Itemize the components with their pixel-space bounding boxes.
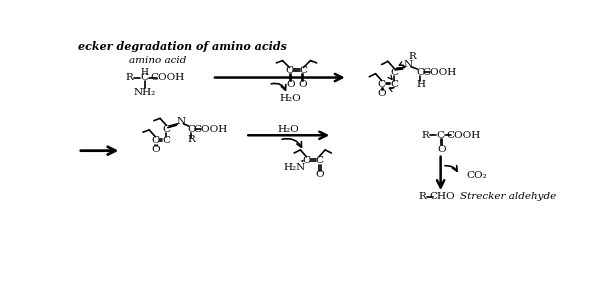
Text: H: H bbox=[141, 68, 148, 76]
Text: ecker degradation of amino acids: ecker degradation of amino acids bbox=[78, 41, 287, 52]
Text: Strecker aldehyde: Strecker aldehyde bbox=[460, 192, 556, 201]
Text: C: C bbox=[163, 125, 170, 134]
Text: C: C bbox=[152, 136, 159, 145]
Text: O: O bbox=[315, 170, 324, 179]
Text: O: O bbox=[378, 89, 386, 98]
Text: CHO: CHO bbox=[430, 192, 455, 201]
Text: CO₂: CO₂ bbox=[466, 171, 486, 180]
Text: O: O bbox=[151, 145, 159, 155]
Text: COOH: COOH bbox=[422, 68, 456, 76]
Text: C: C bbox=[302, 156, 310, 165]
Text: C: C bbox=[315, 156, 323, 165]
Text: R: R bbox=[421, 131, 429, 140]
Text: C: C bbox=[141, 73, 148, 82]
Text: C: C bbox=[390, 68, 398, 76]
Text: C: C bbox=[417, 68, 425, 76]
Text: N: N bbox=[177, 117, 186, 126]
Text: C: C bbox=[163, 136, 170, 145]
Text: C: C bbox=[285, 66, 293, 75]
Text: NH₂: NH₂ bbox=[133, 88, 156, 97]
Text: C: C bbox=[378, 80, 386, 89]
Text: O: O bbox=[286, 80, 295, 89]
Text: COOH: COOH bbox=[151, 73, 185, 82]
Text: H₂O: H₂O bbox=[279, 94, 301, 103]
Text: N: N bbox=[403, 60, 412, 69]
Text: H₂N: H₂N bbox=[283, 163, 306, 172]
Text: O: O bbox=[298, 80, 307, 89]
Text: COOH: COOH bbox=[193, 125, 227, 134]
Text: COOH: COOH bbox=[447, 131, 481, 140]
Text: C: C bbox=[299, 66, 307, 75]
Text: H₂O: H₂O bbox=[278, 125, 299, 134]
Text: C: C bbox=[187, 125, 195, 134]
Text: H: H bbox=[416, 80, 425, 89]
Text: O: O bbox=[437, 145, 445, 155]
Text: C: C bbox=[390, 80, 398, 89]
Text: amino acid: amino acid bbox=[129, 56, 186, 65]
Text: R: R bbox=[409, 52, 417, 61]
Text: R: R bbox=[125, 73, 133, 82]
Text: R: R bbox=[187, 135, 195, 144]
Text: R: R bbox=[418, 192, 426, 201]
Text: C: C bbox=[437, 131, 445, 140]
